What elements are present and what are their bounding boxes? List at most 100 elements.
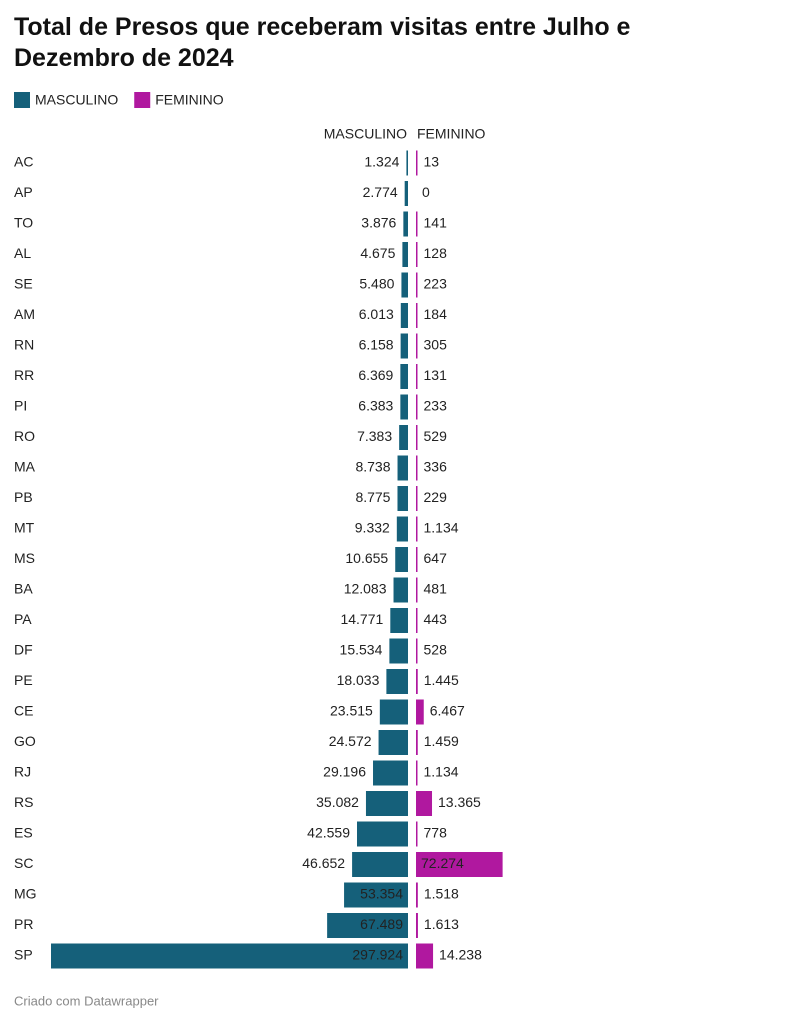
category-label: RO [14,428,35,444]
footer: Criado com Datawrapper [14,993,159,1008]
bar [416,852,503,877]
value-label: 1.324 [364,154,399,170]
category-label: PB [14,489,33,505]
category-label: PR [14,916,33,932]
value-label: 13.365 [438,794,481,810]
value-label: 6.158 [359,337,394,353]
bar [373,760,408,786]
category-label: PA [14,611,32,627]
bar [365,791,408,816]
value-label: 72.274 [421,855,464,871]
value-label: 297.924 [352,947,403,963]
bar [403,211,408,237]
bar [389,638,408,664]
value-label: 6.467 [430,703,465,719]
value-label: 2.774 [363,184,398,200]
bar [399,425,408,450]
bar [416,516,418,542]
bar [416,913,418,938]
legend-label: MASCULINO [35,92,118,108]
value-label: 443 [424,611,448,627]
value-label: 4.675 [360,245,395,261]
value-label: 12.083 [344,581,387,597]
bar [386,669,408,694]
bar [416,577,418,603]
value-label: 305 [424,337,448,353]
value-label: 14.238 [439,947,482,963]
value-label: 336 [424,459,448,475]
bar [416,821,418,847]
bar [400,394,408,420]
category-label: MA [14,459,36,475]
value-label: 18.033 [337,672,380,688]
bar [400,364,408,389]
category-label: RN [14,337,34,353]
bar [416,669,418,694]
value-label: 3.876 [361,215,396,231]
bar [401,272,408,298]
value-label: 1.134 [424,520,459,536]
category-label: CE [14,703,33,719]
value-label: 5.480 [359,276,394,292]
bar [378,730,408,755]
bar [416,791,433,816]
value-label: 8.775 [355,489,390,505]
bar [390,608,408,633]
category-label: RS [14,794,33,810]
value-label: 42.559 [307,825,350,841]
value-label: 23.515 [330,703,373,719]
value-label: 6.013 [359,306,394,322]
bar [416,150,418,176]
bar [393,577,408,603]
value-label: 14.771 [340,611,383,627]
bar [416,882,418,908]
bar [404,181,408,206]
bar [416,394,418,420]
bar [51,943,408,969]
bar [395,547,408,572]
bar [416,608,418,633]
value-label: 8.738 [355,459,390,475]
bar [416,760,418,786]
bar [402,242,408,267]
value-label: 233 [424,398,448,414]
bar [416,242,418,267]
value-label: 6.369 [358,367,393,383]
bar [400,303,408,328]
value-label: 131 [424,367,448,383]
category-label: SE [14,276,33,292]
column-header: FEMININO [417,126,486,142]
bar [416,303,418,328]
legend-label: FEMININO [155,92,224,108]
value-label: 1.134 [424,764,459,780]
value-label: 529 [424,428,448,444]
value-label: 6.383 [358,398,393,414]
category-label: PE [14,672,33,688]
value-label: 1.445 [424,672,459,688]
value-label: 7.383 [357,428,392,444]
value-label: 141 [424,215,448,231]
bar [397,486,408,511]
category-label: RJ [14,764,31,780]
category-label: PI [14,398,27,414]
category-label: DF [14,642,33,658]
value-label: 24.572 [329,733,372,749]
category-label: AC [14,154,33,170]
value-label: 1.459 [424,733,459,749]
value-label: 35.082 [316,794,359,810]
value-label: 223 [424,276,448,292]
value-label: 1.613 [424,916,459,932]
bar [396,516,408,542]
category-label: SP [14,947,33,963]
chart-title: Total de Presos que receberam visitas en… [14,13,631,72]
bar [416,730,418,755]
bar [379,699,408,725]
bar [416,272,418,298]
bar [416,211,418,237]
bar [344,882,408,908]
bar [397,455,408,481]
bar [406,150,408,176]
value-label: 0 [422,184,430,200]
value-label: 67.489 [360,916,403,932]
legend-swatch [14,92,30,108]
